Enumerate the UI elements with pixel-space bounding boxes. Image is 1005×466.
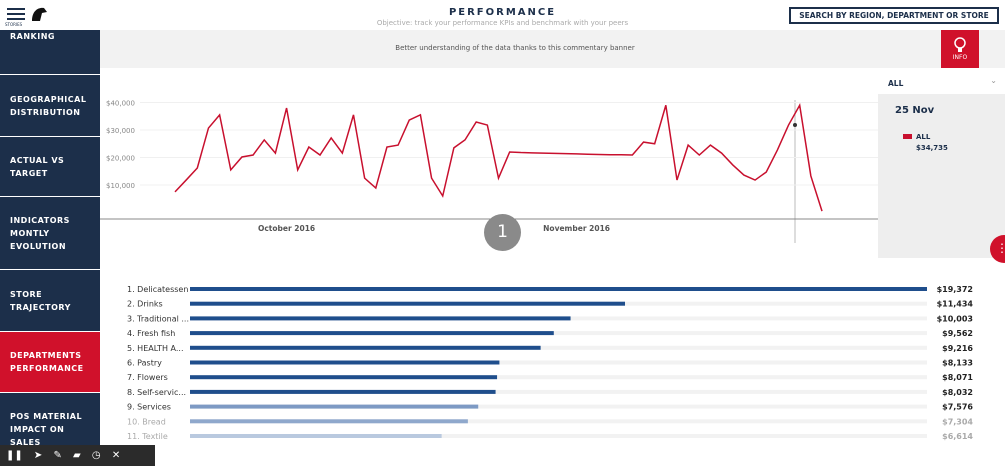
bar-track — [190, 360, 927, 365]
nav-item[interactable]: RANKING — [0, 30, 100, 75]
bar-track — [190, 404, 927, 409]
legend-swatch — [903, 134, 912, 139]
bar-value-label: $7,576 — [942, 403, 973, 412]
nav-item[interactable]: GEOGRAPHICAL DISTRIBUTION — [0, 75, 100, 137]
bar-label: 11. Textile — [127, 432, 168, 441]
bar — [190, 360, 500, 365]
bar — [190, 434, 442, 438]
bar — [190, 419, 468, 424]
bar-value-label: $9,562 — [942, 329, 973, 338]
y-tick-label: $10,000 — [106, 182, 135, 190]
info-label: INFO — [952, 54, 968, 61]
bar-label: 3. Traditional ... — [127, 314, 189, 323]
bulb-icon — [954, 37, 966, 52]
bar-track — [190, 375, 927, 380]
tooltip-value: $34,735 — [916, 144, 948, 152]
line-series — [174, 103, 823, 212]
y-tick-label: $20,000 — [106, 155, 135, 163]
bar — [190, 287, 927, 291]
filter-dropdown[interactable]: ALL ⌄ — [878, 70, 1005, 95]
bar-label: 4. Fresh fish — [127, 329, 175, 338]
search-button[interactable]: SEARCH BY REGION, DEPARTMENT OR STORE — [789, 7, 999, 24]
tooltip-panel: 25 Nov ALL $34,735 — [878, 95, 1005, 258]
bar-track — [190, 389, 927, 394]
page-subtitle: Objective: track your performance KPIs a… — [376, 19, 629, 27]
hover-point — [793, 123, 797, 127]
bar — [190, 404, 479, 409]
bar-value-label: $9,216 — [942, 344, 973, 353]
bar-value-label: $19,372 — [937, 285, 973, 294]
bar-track — [190, 345, 927, 350]
bar — [190, 301, 626, 306]
bar-label: 10. Bread — [127, 417, 166, 426]
nav-item[interactable]: DEPARTMENTS PERFORMANCE — [0, 332, 100, 393]
bar-value-label: $6,614 — [942, 432, 973, 441]
more-button[interactable]: ⋮ — [990, 235, 1005, 263]
banner-text: Better understanding of the data thanks … — [395, 44, 635, 52]
logo — [32, 7, 47, 21]
bar-value-label: $10,003 — [937, 314, 973, 323]
tooltip-date: 25 Nov — [895, 105, 935, 116]
page-title: PERFORMANCE — [448, 7, 557, 18]
bar-label: 8. Self-servic... — [127, 388, 186, 397]
nav-item[interactable]: INDICATORS MONTLY EVOLUTION — [0, 197, 100, 270]
menu-button[interactable] — [7, 8, 25, 20]
bar-track — [190, 434, 927, 438]
bar-value-label: $8,032 — [942, 388, 973, 397]
bar-value-label: $8,133 — [942, 359, 973, 368]
bar-value-label: $7,304 — [942, 417, 973, 426]
bar — [190, 389, 496, 394]
bar-label: 1. Delicatessen — [127, 285, 188, 294]
dropdown-arrow: ⌄ — [990, 76, 997, 85]
bar-label: 6. Pastry — [127, 359, 162, 368]
bar-track — [190, 419, 927, 424]
y-tick-label: $40,000 — [106, 100, 135, 108]
info-button[interactable]: INFO — [941, 30, 979, 68]
bar-label: 7. Flowers — [127, 373, 168, 382]
bar-label: 5. HEALTH A... — [127, 344, 183, 353]
bar-label: 9. Services — [127, 403, 171, 412]
bar — [190, 375, 498, 380]
nav-item[interactable]: STORE TRAJECTORY — [0, 270, 100, 332]
step-badge: 1 — [484, 214, 521, 251]
bar-label: 2. Drinks — [127, 300, 163, 309]
toolbar[interactable]: ❚❚ ➤ ✎ ▰ ◷ ✕ — [0, 445, 155, 466]
tooltip-series: ALL — [916, 133, 931, 141]
bar — [190, 316, 571, 321]
bar — [190, 331, 554, 336]
stories-label: STORIES — [5, 22, 23, 27]
banner — [100, 30, 1005, 68]
bar-value-label: $11,434 — [937, 300, 974, 309]
y-tick-label: $30,000 — [106, 127, 135, 135]
bar — [190, 345, 541, 350]
filter-value: ALL — [888, 79, 904, 88]
bar-value-label: $8,071 — [942, 373, 973, 382]
x-tick-label: October 2016 — [258, 224, 315, 233]
bar-track — [190, 331, 927, 336]
x-tick-label: November 2016 — [543, 224, 610, 233]
nav-item[interactable]: ACTUAL VS TARGET — [0, 137, 100, 197]
